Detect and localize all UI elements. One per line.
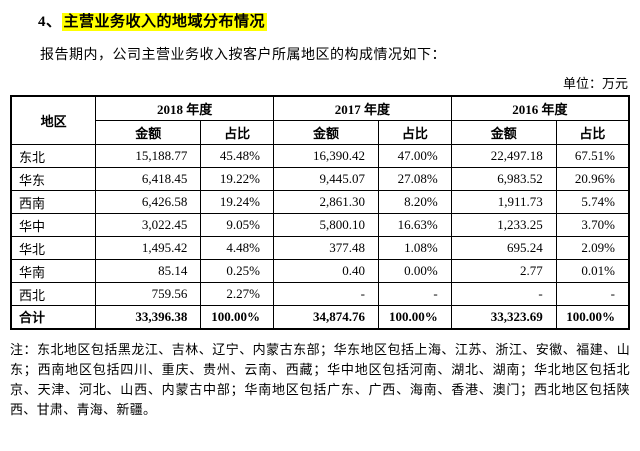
- cell-amount-2017: 2,861.30: [273, 190, 380, 214]
- cell-ratio-2016: 0.01%: [555, 259, 630, 283]
- cell-amount-2016: 6,983.52: [450, 167, 557, 191]
- cell-amount-2018: 6,426.58: [95, 190, 202, 214]
- cell-amount-2018-total: 33,396.38: [95, 305, 202, 329]
- cell-region: 西南: [10, 190, 97, 214]
- table-header-sub-row: 金额 占比 金额 占比 金额 占比: [11, 120, 630, 145]
- cell-ratio-2016: 3.70%: [555, 213, 630, 237]
- cell-ratio-2016-total: 100.00%: [555, 305, 630, 329]
- cell-amount-2016: 22,497.18: [450, 144, 557, 168]
- column-header-year-2016: 2016 年度: [450, 95, 630, 121]
- cell-ratio-2017: 1.08%: [378, 236, 452, 260]
- cell-region: 西北: [10, 282, 97, 306]
- cell-ratio-2018: 45.48%: [200, 144, 275, 168]
- column-header-amount: 金额: [450, 120, 557, 145]
- cell-amount-2018: 759.56: [95, 282, 202, 306]
- column-header-year-2017: 2017 年度: [273, 95, 452, 121]
- cell-ratio-2017: -: [378, 282, 452, 306]
- cell-amount-2017: 377.48: [273, 236, 380, 260]
- cell-amount-2017: -: [273, 282, 380, 306]
- cell-region-total: 合计: [10, 305, 97, 329]
- cell-amount-2016-total: 33,323.69: [450, 305, 557, 329]
- section-number: 4、: [38, 14, 62, 30]
- cell-amount-2016: 695.24: [450, 236, 557, 260]
- cell-amount-2017: 0.40: [273, 259, 380, 283]
- cell-ratio-2018: 19.22%: [200, 167, 275, 191]
- column-header-region: 地区: [10, 95, 97, 145]
- footnote-paragraph: 注：东北地区包括黑龙江、吉林、辽宁、内蒙古东部；华东地区包括上海、江苏、浙江、安…: [10, 341, 630, 417]
- cell-region: 华南: [10, 259, 97, 283]
- cell-region: 华中: [10, 213, 97, 237]
- column-header-ratio: 占比: [555, 120, 630, 145]
- section-title-highlighted: 主营业务收入的地域分布情况: [61, 13, 268, 31]
- column-header-ratio: 占比: [200, 120, 275, 145]
- cell-ratio-2017: 27.08%: [378, 167, 452, 191]
- column-header-ratio: 占比: [378, 120, 452, 145]
- cell-ratio-2017: 16.63%: [378, 213, 452, 237]
- cell-ratio-2018: 0.25%: [200, 259, 275, 283]
- cell-ratio-2017-total: 100.00%: [378, 305, 452, 329]
- cell-amount-2016: -: [450, 282, 557, 306]
- cell-ratio-2016: 67.51%: [555, 144, 630, 168]
- cell-ratio-2017: 0.00%: [378, 259, 452, 283]
- cell-amount-2016: 1,911.73: [450, 190, 557, 214]
- cell-region: 华北: [10, 236, 97, 260]
- table-row: 华北 1,495.42 4.48% 377.48 1.08% 695.24 2.…: [10, 236, 630, 260]
- cell-amount-2016: 2.77: [450, 259, 557, 283]
- cell-amount-2016: 1,233.25: [450, 213, 557, 237]
- cell-ratio-2018: 2.27%: [200, 282, 275, 306]
- cell-amount-2018: 15,188.77: [95, 144, 202, 168]
- column-header-year-2018: 2018 年度: [95, 95, 275, 121]
- table-row: 东北 15,188.77 45.48% 16,390.42 47.00% 22,…: [10, 144, 630, 168]
- cell-region: 华东: [10, 167, 97, 191]
- cell-ratio-2016: 2.09%: [555, 236, 630, 260]
- cell-ratio-2017: 47.00%: [378, 144, 452, 168]
- table-header-year-row: 地区 2018 年度 2017 年度 2016 年度: [10, 95, 630, 145]
- cell-ratio-2018-total: 100.00%: [200, 305, 275, 329]
- cell-ratio-2016: 5.74%: [555, 190, 630, 214]
- table-row: 西北 759.56 2.27% - - - -: [10, 282, 630, 306]
- table-row: 西南 6,426.58 19.24% 2,861.30 8.20% 1,911.…: [10, 190, 630, 214]
- unit-label: 单位：万元: [562, 76, 628, 91]
- intro-paragraph: 报告期内，公司主营业务收入按客户所属地区的构成情况如下：: [40, 48, 446, 63]
- revenue-by-region-table: 地区 2018 年度 2017 年度 2016 年度 金额 占比 金额 占比 金…: [10, 95, 630, 330]
- cell-amount-2018: 1,495.42: [95, 236, 202, 260]
- cell-amount-2017: 9,445.07: [273, 167, 380, 191]
- cell-amount-2017-total: 34,874.76: [273, 305, 380, 329]
- column-header-amount: 金额: [273, 120, 380, 145]
- cell-amount-2017: 16,390.42: [273, 144, 380, 168]
- table-row: 华东 6,418.45 19.22% 9,445.07 27.08% 6,983…: [10, 167, 630, 191]
- cell-ratio-2016: 20.96%: [555, 167, 630, 191]
- table-total-row: 合计 33,396.38 100.00% 34,874.76 100.00% 3…: [10, 305, 630, 329]
- page: 4、 主营业务收入的地域分布情况 报告期内，公司主营业务收入按客户所属地区的构成情…: [10, 10, 630, 420]
- cell-amount-2017: 5,800.10: [273, 213, 380, 237]
- cell-ratio-2018: 4.48%: [200, 236, 275, 260]
- column-header-amount: 金额: [95, 120, 202, 145]
- table-row: 华南 85.14 0.25% 0.40 0.00% 2.77 0.01%: [10, 259, 630, 283]
- cell-amount-2018: 3,022.45: [95, 213, 202, 237]
- cell-ratio-2016: -: [555, 282, 630, 306]
- cell-ratio-2017: 8.20%: [378, 190, 452, 214]
- cell-ratio-2018: 9.05%: [200, 213, 275, 237]
- cell-region: 东北: [10, 144, 97, 168]
- cell-ratio-2018: 19.24%: [200, 190, 275, 214]
- section-heading: 4、 主营业务收入的地域分布情况: [38, 10, 630, 31]
- cell-amount-2018: 85.14: [95, 259, 202, 283]
- cell-amount-2018: 6,418.45: [95, 167, 202, 191]
- table-row: 华中 3,022.45 9.05% 5,800.10 16.63% 1,233.…: [10, 213, 630, 237]
